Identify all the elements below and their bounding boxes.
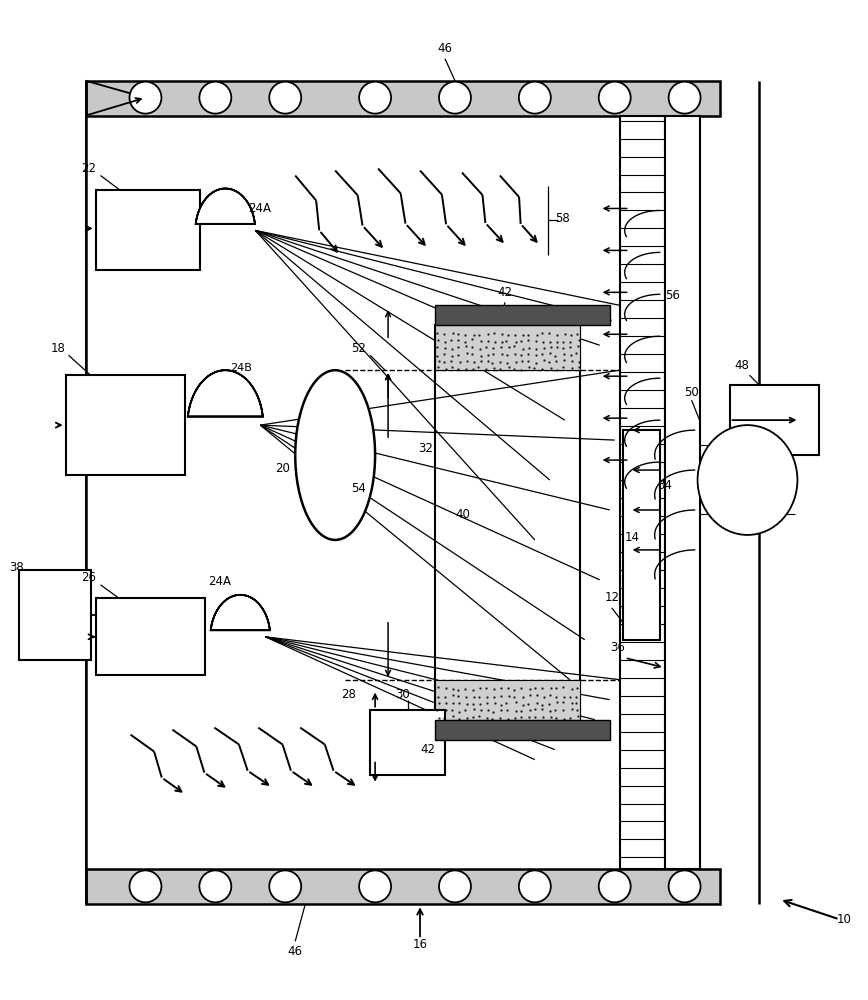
Text: 24B: 24B	[230, 363, 253, 373]
Text: 24A: 24A	[208, 575, 232, 588]
Text: 12: 12	[605, 591, 620, 604]
Text: 26: 26	[81, 571, 96, 584]
Bar	[620, 116, 665, 869]
Bar	[435, 325, 580, 370]
Circle shape	[359, 82, 391, 114]
Text: 38: 38	[9, 561, 23, 574]
Circle shape	[519, 82, 551, 114]
Text: 14: 14	[625, 531, 640, 544]
Text: 50: 50	[685, 386, 700, 399]
Circle shape	[269, 82, 301, 114]
Text: 46: 46	[287, 945, 303, 958]
Circle shape	[129, 870, 161, 902]
Bar	[19, 570, 90, 660]
Circle shape	[129, 82, 161, 114]
Bar	[435, 325, 580, 735]
Text: 22: 22	[81, 162, 96, 175]
Circle shape	[599, 82, 631, 114]
Text: 20: 20	[275, 462, 290, 475]
Text: 48: 48	[734, 359, 749, 372]
Circle shape	[668, 870, 700, 902]
Text: 52: 52	[351, 342, 365, 355]
Circle shape	[269, 870, 301, 902]
Bar	[95, 190, 201, 270]
Ellipse shape	[698, 425, 798, 535]
Text: 30: 30	[395, 688, 410, 701]
Bar	[622, 430, 660, 640]
Text: 34: 34	[658, 479, 673, 492]
Bar	[435, 680, 580, 720]
Circle shape	[439, 82, 471, 114]
Text: 16: 16	[412, 938, 428, 951]
Text: 42: 42	[497, 286, 512, 299]
Bar	[665, 116, 700, 869]
Polygon shape	[211, 595, 270, 630]
Ellipse shape	[295, 370, 375, 540]
Text: 54: 54	[351, 482, 365, 495]
Bar	[729, 385, 819, 455]
Bar	[435, 720, 609, 740]
Bar	[370, 710, 445, 775]
Text: 46: 46	[437, 42, 452, 55]
Bar	[86, 81, 720, 116]
Circle shape	[668, 82, 700, 114]
Circle shape	[359, 870, 391, 902]
Text: 56: 56	[665, 289, 680, 302]
Polygon shape	[187, 370, 263, 417]
Text: 32: 32	[418, 442, 433, 455]
Bar	[95, 598, 206, 675]
Circle shape	[599, 870, 631, 902]
Circle shape	[519, 870, 551, 902]
Polygon shape	[196, 189, 255, 224]
Circle shape	[200, 870, 232, 902]
Text: 28: 28	[341, 688, 356, 701]
Circle shape	[439, 870, 471, 902]
Bar	[66, 375, 186, 475]
Circle shape	[200, 82, 232, 114]
Text: 18: 18	[51, 342, 66, 355]
Bar	[86, 869, 720, 904]
Text: 24A: 24A	[248, 202, 272, 215]
Text: 36: 36	[609, 641, 625, 654]
Text: 42: 42	[420, 743, 435, 756]
Text: 58: 58	[555, 212, 569, 225]
Text: 40: 40	[455, 508, 470, 521]
Bar	[435, 305, 609, 325]
Text: 10: 10	[837, 913, 852, 926]
